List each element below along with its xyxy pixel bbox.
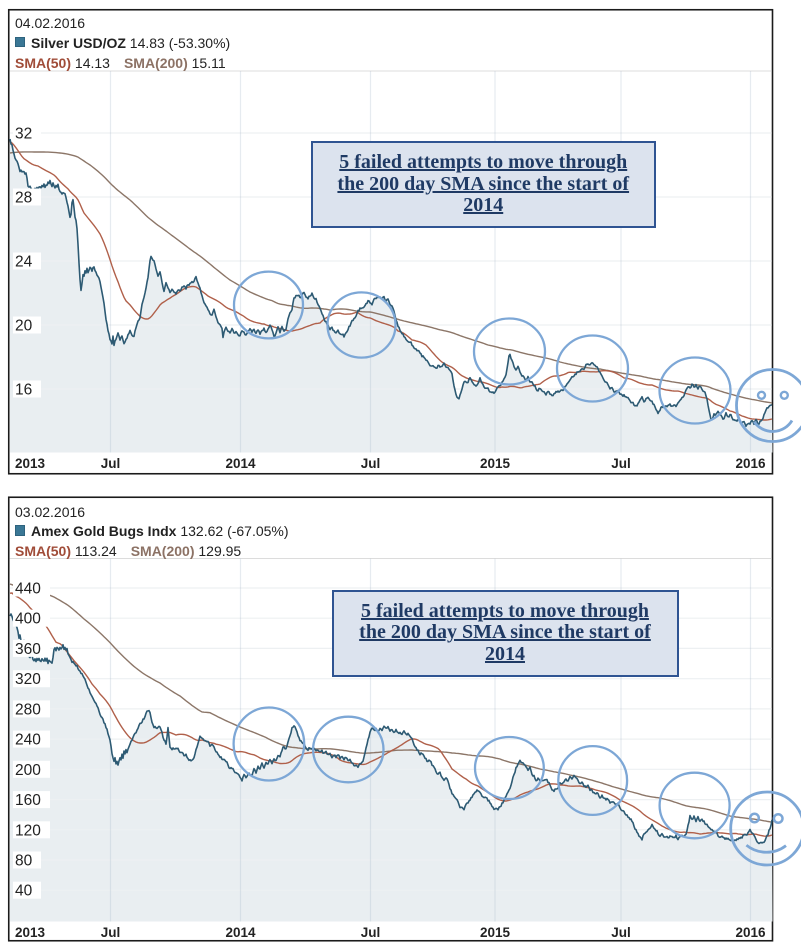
svg-text:2014: 2014	[225, 925, 256, 940]
svg-text:160: 160	[15, 792, 41, 809]
svg-text:2014: 2014	[225, 456, 256, 471]
svg-text:24: 24	[15, 254, 33, 271]
svg-text:2013: 2013	[15, 925, 46, 940]
svg-text:Jul: Jul	[361, 456, 381, 471]
svg-text:2015: 2015	[480, 925, 511, 940]
svg-text:2015: 2015	[480, 456, 511, 471]
svg-text:20: 20	[15, 318, 33, 335]
svg-text:16: 16	[15, 382, 32, 399]
svg-text:Jul: Jul	[101, 456, 121, 471]
svg-text:2013: 2013	[15, 456, 46, 471]
svg-text:2016: 2016	[735, 925, 766, 940]
svg-text:400: 400	[15, 611, 41, 628]
svg-text:360: 360	[15, 641, 41, 658]
svg-text:Jul: Jul	[361, 925, 381, 940]
svg-text:Jul: Jul	[101, 925, 121, 940]
svg-text:80: 80	[15, 853, 33, 870]
svg-text:28: 28	[15, 190, 32, 207]
svg-text:Jul: Jul	[611, 456, 631, 471]
svg-text:240: 240	[15, 732, 41, 749]
svg-text:32: 32	[15, 126, 32, 143]
svg-text:200: 200	[15, 762, 41, 779]
svg-text:2016: 2016	[735, 456, 766, 471]
svg-text:Jul: Jul	[611, 925, 631, 940]
svg-text:40: 40	[15, 883, 33, 900]
svg-text:320: 320	[15, 671, 41, 688]
svg-text:120: 120	[15, 822, 41, 839]
svg-text:280: 280	[15, 701, 41, 718]
svg-text:440: 440	[15, 581, 41, 598]
